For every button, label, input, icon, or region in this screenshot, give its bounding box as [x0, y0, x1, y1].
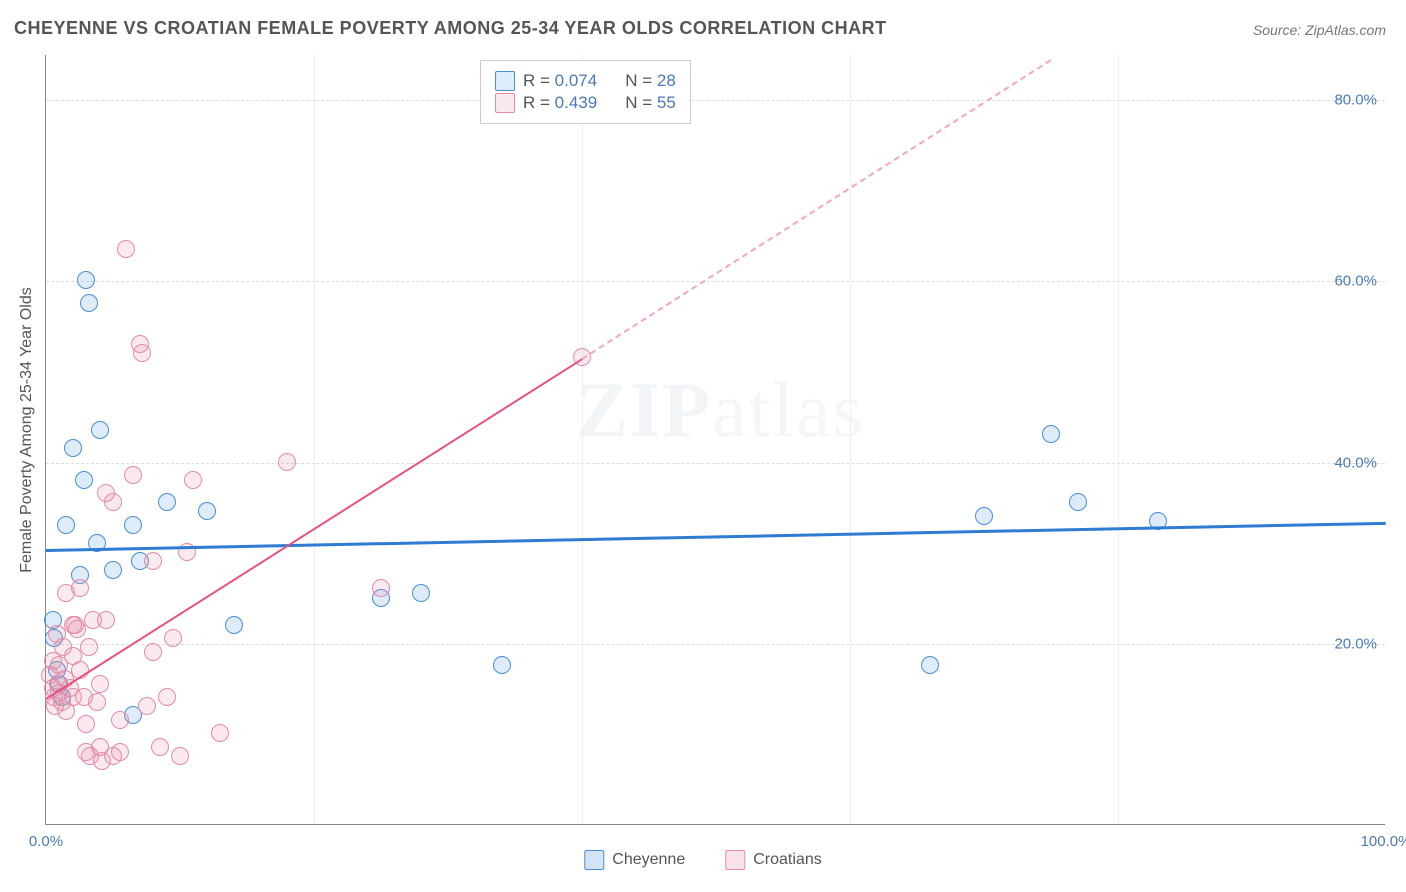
data-point	[111, 743, 129, 761]
data-point	[91, 421, 109, 439]
data-point	[493, 656, 511, 674]
gridline-h	[46, 281, 1385, 282]
data-point	[71, 579, 89, 597]
gridline-v	[582, 55, 583, 824]
gridline-h	[46, 100, 1385, 101]
data-point	[198, 502, 216, 520]
legend-swatch	[725, 850, 745, 870]
data-point	[97, 611, 115, 629]
series-legend: Cheyenne Croatians	[584, 850, 821, 870]
data-point	[68, 620, 86, 638]
data-point	[80, 294, 98, 312]
data-point	[158, 688, 176, 706]
data-point	[57, 516, 75, 534]
legend-r-label: R = 0.074	[523, 71, 597, 91]
legend-item: Cheyenne	[584, 850, 685, 870]
data-point	[111, 711, 129, 729]
gridline-v	[850, 55, 851, 824]
legend-item: Croatians	[725, 850, 821, 870]
gridline-h	[46, 463, 1385, 464]
legend-label: Croatians	[753, 851, 821, 869]
chart-container: CHEYENNE VS CROATIAN FEMALE POVERTY AMON…	[0, 0, 1406, 892]
legend-row: R = 0.439 N = 55	[495, 93, 676, 113]
gridline-h	[46, 644, 1385, 645]
data-point	[80, 638, 98, 656]
data-point	[91, 675, 109, 693]
watermark-thin: atlas	[712, 366, 865, 453]
data-point	[75, 471, 93, 489]
data-point	[77, 715, 95, 733]
data-point	[225, 616, 243, 634]
legend-r-label: R = 0.439	[523, 93, 597, 113]
data-point	[151, 738, 169, 756]
data-point	[975, 507, 993, 525]
correlation-legend: R = 0.074 N = 28 R = 0.439 N = 55	[480, 60, 691, 124]
plot-area: ZIPatlas 20.0%40.0%60.0%80.0%0.0%100.0%	[45, 55, 1385, 825]
watermark: ZIPatlas	[576, 365, 865, 455]
data-point	[124, 466, 142, 484]
data-point	[144, 643, 162, 661]
data-point	[184, 471, 202, 489]
source-label: Source: ZipAtlas.com	[1253, 22, 1386, 38]
data-point	[372, 579, 390, 597]
data-point	[77, 271, 95, 289]
legend-swatch	[584, 850, 604, 870]
data-point	[88, 693, 106, 711]
gridline-v	[314, 55, 315, 824]
data-point	[144, 552, 162, 570]
data-point	[117, 240, 135, 258]
y-axis-title: Female Poverty Among 25-34 Year Olds	[18, 287, 36, 573]
legend-n-label: N = 55	[625, 93, 676, 113]
y-tick-label: 60.0%	[1334, 273, 1377, 290]
legend-swatch	[495, 93, 515, 113]
data-point	[138, 697, 156, 715]
data-point	[64, 439, 82, 457]
data-point	[164, 629, 182, 647]
data-point	[171, 747, 189, 765]
watermark-bold: ZIP	[576, 366, 712, 453]
data-point	[1069, 493, 1087, 511]
x-tick-label: 0.0%	[29, 833, 63, 850]
chart-title: CHEYENNE VS CROATIAN FEMALE POVERTY AMON…	[14, 18, 887, 39]
legend-row: R = 0.074 N = 28	[495, 71, 676, 91]
y-tick-label: 80.0%	[1334, 92, 1377, 109]
legend-n-label: N = 28	[625, 71, 676, 91]
data-point	[278, 453, 296, 471]
data-point	[104, 493, 122, 511]
data-point	[1042, 425, 1060, 443]
trend-line	[46, 522, 1386, 552]
gridline-v	[1118, 55, 1119, 824]
data-point	[921, 656, 939, 674]
legend-label: Cheyenne	[612, 851, 685, 869]
data-point	[158, 493, 176, 511]
data-point	[211, 724, 229, 742]
legend-swatch	[495, 71, 515, 91]
data-point	[133, 344, 151, 362]
data-point	[104, 561, 122, 579]
data-point	[124, 516, 142, 534]
y-tick-label: 20.0%	[1334, 635, 1377, 652]
data-point	[412, 584, 430, 602]
x-tick-label: 100.0%	[1361, 833, 1406, 850]
y-tick-label: 40.0%	[1334, 454, 1377, 471]
